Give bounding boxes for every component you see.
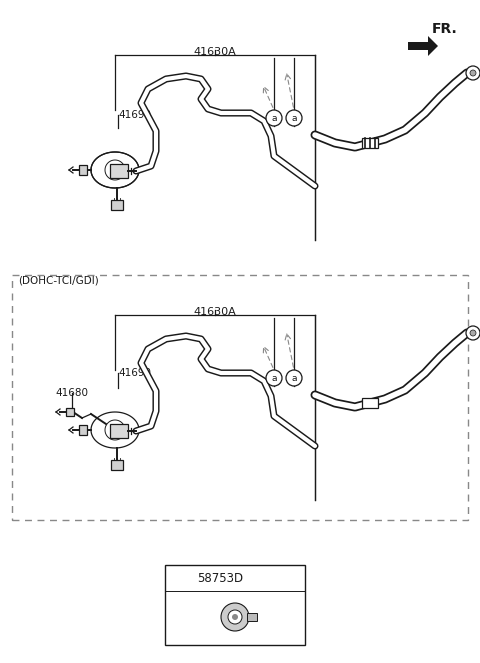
FancyBboxPatch shape bbox=[165, 565, 305, 645]
Text: 41690: 41690 bbox=[118, 110, 151, 120]
Text: a: a bbox=[271, 373, 277, 383]
Text: 58753D: 58753D bbox=[197, 572, 243, 585]
Text: a: a bbox=[291, 373, 297, 383]
FancyBboxPatch shape bbox=[79, 165, 87, 175]
FancyBboxPatch shape bbox=[362, 398, 378, 408]
Text: 41630A: 41630A bbox=[193, 47, 236, 57]
Text: 41630A: 41630A bbox=[193, 307, 236, 317]
Circle shape bbox=[466, 66, 480, 80]
FancyBboxPatch shape bbox=[110, 164, 128, 178]
FancyBboxPatch shape bbox=[247, 613, 257, 621]
Circle shape bbox=[175, 571, 191, 587]
FancyBboxPatch shape bbox=[79, 425, 87, 435]
Text: (DOHC-TCI/GDI): (DOHC-TCI/GDI) bbox=[18, 275, 99, 285]
FancyBboxPatch shape bbox=[111, 200, 123, 210]
Text: 41680: 41680 bbox=[55, 388, 88, 398]
Circle shape bbox=[470, 330, 476, 336]
FancyBboxPatch shape bbox=[110, 424, 128, 438]
Circle shape bbox=[221, 603, 249, 631]
Polygon shape bbox=[408, 36, 438, 56]
FancyBboxPatch shape bbox=[111, 460, 123, 470]
Circle shape bbox=[466, 326, 480, 340]
Circle shape bbox=[286, 110, 302, 126]
Text: FR.: FR. bbox=[432, 22, 458, 36]
Circle shape bbox=[286, 370, 302, 386]
Text: a: a bbox=[271, 113, 277, 123]
Circle shape bbox=[266, 110, 282, 126]
Text: 41690: 41690 bbox=[118, 368, 151, 378]
FancyBboxPatch shape bbox=[66, 408, 74, 416]
Circle shape bbox=[92, 147, 139, 194]
FancyBboxPatch shape bbox=[362, 138, 378, 148]
Circle shape bbox=[470, 70, 476, 76]
Circle shape bbox=[92, 406, 139, 453]
Circle shape bbox=[266, 370, 282, 386]
Circle shape bbox=[232, 614, 238, 620]
Text: a: a bbox=[180, 575, 186, 583]
Text: a: a bbox=[291, 113, 297, 123]
Circle shape bbox=[228, 610, 242, 624]
